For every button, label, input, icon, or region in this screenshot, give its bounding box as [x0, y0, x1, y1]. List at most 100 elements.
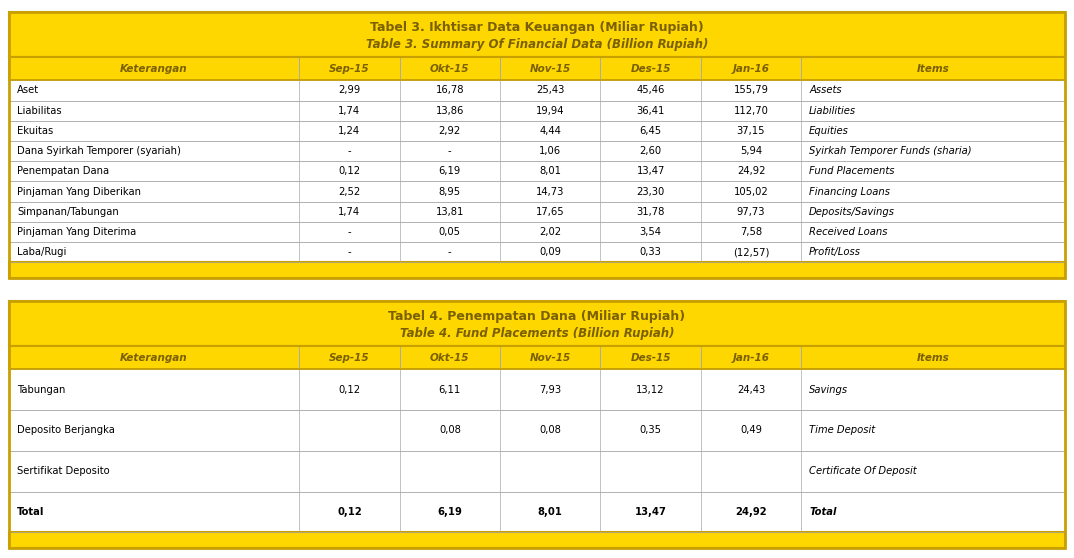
Text: 24,92: 24,92	[737, 166, 766, 176]
Text: Equities: Equities	[809, 126, 850, 136]
Text: 0,05: 0,05	[439, 227, 461, 237]
Text: 0,09: 0,09	[539, 247, 562, 257]
Text: Total: Total	[809, 507, 837, 517]
Text: 3,54: 3,54	[640, 227, 662, 237]
Text: 1,06: 1,06	[539, 146, 562, 156]
Text: 0,08: 0,08	[439, 426, 461, 435]
Text: Ekuitas: Ekuitas	[17, 126, 54, 136]
Text: Tabel 4. Penempatan Dana (Miliar Rupiah): Tabel 4. Penempatan Dana (Miliar Rupiah)	[389, 310, 685, 324]
Text: Liabilities: Liabilities	[809, 105, 856, 116]
Text: Tabungan: Tabungan	[17, 385, 66, 395]
Text: Laba/Rugi: Laba/Rugi	[17, 247, 67, 257]
Text: 36,41: 36,41	[637, 105, 665, 116]
Text: Items: Items	[917, 353, 949, 363]
Text: Keterangan: Keterangan	[120, 64, 188, 74]
Text: 112,70: 112,70	[734, 105, 768, 116]
Text: 6,19: 6,19	[437, 507, 462, 517]
Text: Fund Placements: Fund Placements	[809, 166, 895, 176]
Text: Jan-16: Jan-16	[732, 353, 769, 363]
Text: 13,12: 13,12	[637, 385, 665, 395]
Text: 6,19: 6,19	[438, 166, 461, 176]
Text: 0,49: 0,49	[740, 426, 763, 435]
Text: 155,79: 155,79	[734, 85, 769, 95]
Text: 8,01: 8,01	[538, 507, 563, 517]
Text: 6,45: 6,45	[639, 126, 662, 136]
Text: Deposits/Savings: Deposits/Savings	[809, 206, 895, 217]
Text: 6,11: 6,11	[438, 385, 461, 395]
Text: 45,46: 45,46	[637, 85, 665, 95]
Text: Okt-15: Okt-15	[430, 64, 469, 74]
Text: Assets: Assets	[809, 85, 842, 95]
Text: Liabilitas: Liabilitas	[17, 105, 62, 116]
Text: Profit/Loss: Profit/Loss	[809, 247, 861, 257]
Text: Certificate Of Deposit: Certificate Of Deposit	[809, 466, 917, 476]
Text: -: -	[348, 146, 351, 156]
Text: 4,44: 4,44	[539, 126, 561, 136]
Text: 13,81: 13,81	[436, 206, 464, 217]
Text: 24,92: 24,92	[736, 507, 767, 517]
Text: Sertifikat Deposito: Sertifikat Deposito	[17, 466, 110, 476]
Text: -: -	[448, 247, 452, 257]
Text: Penempatan Dana: Penempatan Dana	[17, 166, 110, 176]
Text: 37,15: 37,15	[737, 126, 766, 136]
Text: 13,47: 13,47	[635, 507, 667, 517]
Text: 1,74: 1,74	[338, 206, 361, 217]
Text: Savings: Savings	[809, 385, 848, 395]
Text: 19,94: 19,94	[536, 105, 565, 116]
Text: Tabel 3. Ikhtisar Data Keuangan (Miliar Rupiah): Tabel 3. Ikhtisar Data Keuangan (Miliar …	[371, 21, 703, 35]
Text: Okt-15: Okt-15	[430, 353, 469, 363]
Text: 17,65: 17,65	[536, 206, 565, 217]
Text: 0,33: 0,33	[640, 247, 662, 257]
Text: 7,93: 7,93	[539, 385, 562, 395]
Text: 1,74: 1,74	[338, 105, 361, 116]
Text: Dana Syirkah Temporer (syariah): Dana Syirkah Temporer (syariah)	[17, 146, 182, 156]
Text: Pinjaman Yang Diberikan: Pinjaman Yang Diberikan	[17, 186, 142, 196]
Text: 97,73: 97,73	[737, 206, 766, 217]
Text: Deposito Berjangka: Deposito Berjangka	[17, 426, 115, 435]
Text: 2,02: 2,02	[539, 227, 562, 237]
Text: 25,43: 25,43	[536, 85, 565, 95]
Text: Items: Items	[917, 64, 949, 74]
Text: 7,58: 7,58	[740, 227, 763, 237]
Text: -: -	[348, 247, 351, 257]
Text: 0,35: 0,35	[640, 426, 662, 435]
Text: Sep-15: Sep-15	[329, 353, 369, 363]
Text: 0,12: 0,12	[338, 385, 361, 395]
Text: 13,86: 13,86	[436, 105, 464, 116]
Text: 13,47: 13,47	[637, 166, 665, 176]
Text: Nov-15: Nov-15	[529, 353, 571, 363]
Text: 0,08: 0,08	[539, 426, 561, 435]
Text: Financing Loans: Financing Loans	[809, 186, 890, 196]
Text: 0,12: 0,12	[338, 166, 361, 176]
Text: Keterangan: Keterangan	[120, 353, 188, 363]
Text: Des-15: Des-15	[630, 64, 671, 74]
Text: Sep-15: Sep-15	[329, 64, 369, 74]
Text: Table 3. Summary Of Financial Data (Billion Rupiah): Table 3. Summary Of Financial Data (Bill…	[366, 38, 708, 51]
Text: 0,12: 0,12	[337, 507, 362, 517]
Text: 105,02: 105,02	[734, 186, 768, 196]
Text: 14,73: 14,73	[536, 186, 565, 196]
Text: -: -	[448, 146, 452, 156]
Text: 2,60: 2,60	[639, 146, 662, 156]
Text: 1,24: 1,24	[338, 126, 361, 136]
Text: Received Loans: Received Loans	[809, 227, 887, 237]
Text: Table 4. Fund Placements (Billion Rupiah): Table 4. Fund Placements (Billion Rupiah…	[400, 327, 674, 340]
Text: -: -	[348, 227, 351, 237]
Text: 16,78: 16,78	[436, 85, 464, 95]
Text: Pinjaman Yang Diterima: Pinjaman Yang Diterima	[17, 227, 136, 237]
Text: Nov-15: Nov-15	[529, 64, 571, 74]
Text: Jan-16: Jan-16	[732, 64, 769, 74]
Text: 2,52: 2,52	[338, 186, 361, 196]
Text: 8,95: 8,95	[439, 186, 461, 196]
Text: 24,43: 24,43	[737, 385, 765, 395]
Text: 31,78: 31,78	[637, 206, 665, 217]
Text: Des-15: Des-15	[630, 353, 671, 363]
Text: Total: Total	[17, 507, 45, 517]
Text: Aset: Aset	[17, 85, 40, 95]
Text: Simpanan/Tabungan: Simpanan/Tabungan	[17, 206, 119, 217]
Text: 2,92: 2,92	[438, 126, 461, 136]
Text: 2,99: 2,99	[338, 85, 361, 95]
Text: 5,94: 5,94	[740, 146, 763, 156]
Text: Time Deposit: Time Deposit	[809, 426, 875, 435]
Text: Syirkah Temporer Funds (sharia): Syirkah Temporer Funds (sharia)	[809, 146, 972, 156]
